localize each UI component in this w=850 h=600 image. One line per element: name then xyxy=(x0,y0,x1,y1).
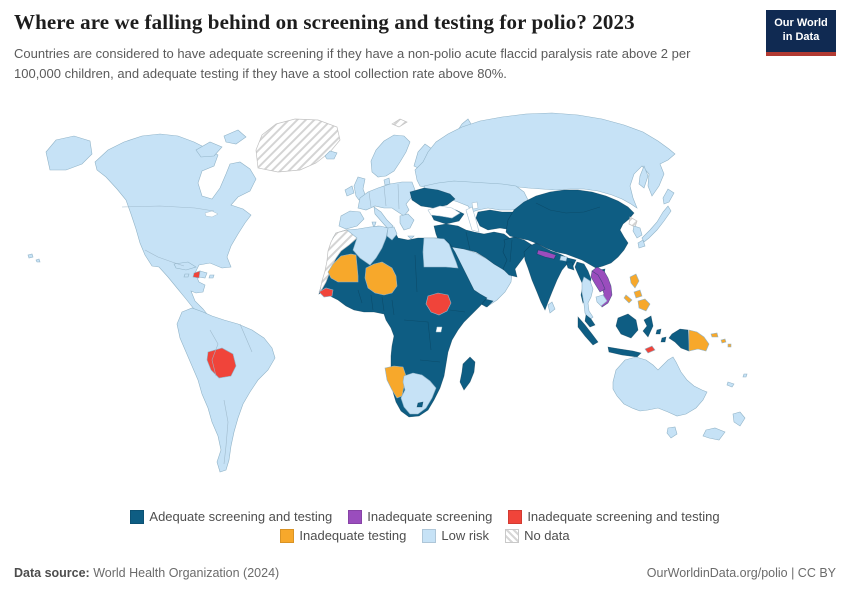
region-thailand[interactable] xyxy=(581,276,594,321)
region-lesotho[interactable] xyxy=(416,401,424,408)
legend-item-inadequate-screening[interactable]: Inadequate screening xyxy=(348,509,492,524)
region-dominican-republic[interactable] xyxy=(198,270,208,279)
chart-header: Where are we falling behind on screening… xyxy=(14,10,836,83)
region-iceland[interactable] xyxy=(324,150,338,160)
region-south-sudan[interactable] xyxy=(425,292,452,316)
region-japan[interactable] xyxy=(637,188,675,249)
region-philippines[interactable] xyxy=(623,273,651,312)
legend-label: No data xyxy=(524,528,570,543)
legend-item-inadequate-both[interactable]: Inadequate screening and testing xyxy=(508,509,720,524)
chart-footer: Data source: World Health Organization (… xyxy=(14,566,836,580)
region-scandinavia[interactable] xyxy=(370,134,411,178)
data-source-value: World Health Organization (2024) xyxy=(89,566,280,580)
region-alaska[interactable] xyxy=(45,135,93,171)
owid-logo-line1: Our World xyxy=(774,17,828,30)
region-nepal[interactable] xyxy=(536,249,557,260)
owid-logo-line2: in Data xyxy=(782,31,820,43)
region-arctic-islands[interactable] xyxy=(195,129,247,158)
region-bhutan[interactable] xyxy=(559,255,568,262)
region-sulawesi[interactable] xyxy=(642,315,654,338)
region-australia[interactable] xyxy=(612,356,708,417)
legend-item-inadequate-testing[interactable]: Inadequate testing xyxy=(280,528,406,543)
region-new-caledonia[interactable] xyxy=(726,381,735,388)
inland-water xyxy=(204,201,480,333)
region-europe-mainland[interactable] xyxy=(357,181,416,217)
legend-swatch xyxy=(422,528,437,543)
legend-label: Inadequate screening and testing xyxy=(527,509,720,524)
credit-link[interactable]: OurWorldinData.org/polio | CC BY xyxy=(646,566,836,580)
legend-swatch xyxy=(130,509,145,524)
region-ireland[interactable] xyxy=(344,185,355,197)
legend-swatch xyxy=(505,528,520,543)
legend-item-adequate[interactable]: Adequate screening and testing xyxy=(130,509,332,524)
region-namibia[interactable] xyxy=(384,365,407,399)
legend-row: Inadequate testing Low risk No data xyxy=(280,528,570,543)
legend-label: Inadequate screening xyxy=(367,509,493,524)
region-cuba[interactable] xyxy=(173,261,197,271)
region-bangladesh[interactable] xyxy=(565,261,575,271)
internal-borders-dark xyxy=(357,202,601,363)
data-source: Data source: World Health Organization (… xyxy=(14,566,279,580)
region-greenland[interactable] xyxy=(255,118,341,173)
region-bolivia[interactable] xyxy=(206,347,237,379)
region-svalbard[interactable] xyxy=(391,118,408,128)
region-north-korea[interactable] xyxy=(628,216,638,228)
region-tunisia[interactable] xyxy=(386,226,398,241)
region-laos[interactable] xyxy=(590,270,606,293)
legend-row: Adequate screening and testing Inadequate… xyxy=(130,509,720,524)
region-egypt[interactable] xyxy=(422,237,459,269)
region-niger[interactable] xyxy=(364,261,398,296)
region-cambodia[interactable] xyxy=(595,294,608,307)
legend-swatch xyxy=(348,509,363,524)
region-puerto-rico[interactable] xyxy=(208,274,215,279)
internal-borders-light xyxy=(121,183,400,465)
region-sumatra[interactable] xyxy=(577,316,599,346)
region-malaysia[interactable] xyxy=(584,314,596,328)
region-mauritania[interactable] xyxy=(327,253,359,283)
region-gambia-guinea-bissau[interactable] xyxy=(318,287,334,298)
region-botswana-south-africa[interactable] xyxy=(400,372,437,415)
region-ukraine[interactable] xyxy=(409,187,456,209)
region-new-zealand[interactable] xyxy=(702,411,746,441)
region-jamaica[interactable] xyxy=(183,273,190,278)
legend-item-low-risk[interactable]: Low risk xyxy=(422,528,489,543)
legend-label: Inadequate testing xyxy=(299,528,407,543)
map-legend: Adequate screening and testing Inadequate… xyxy=(0,509,850,543)
region-iberia[interactable] xyxy=(338,210,365,230)
region-timor-leste[interactable] xyxy=(644,345,656,354)
legend-item-no-data[interactable]: No data xyxy=(505,528,570,543)
region-fiji[interactable] xyxy=(742,373,748,378)
region-hawaii[interactable] xyxy=(27,253,41,263)
region-solomon-islands[interactable] xyxy=(710,332,732,348)
data-source-label: Data source: xyxy=(14,566,90,580)
page-title: Where are we falling behind on screening… xyxy=(14,10,635,34)
legend-swatch xyxy=(280,528,295,543)
region-denmark[interactable] xyxy=(383,177,391,186)
legend-label: Low risk xyxy=(441,528,490,543)
region-north-america[interactable] xyxy=(94,133,257,318)
chart-subtitle: Countries are considered to have adequat… xyxy=(14,46,691,81)
legend-swatch xyxy=(508,509,523,524)
region-sri-lanka[interactable] xyxy=(547,301,556,314)
region-madagascar[interactable] xyxy=(459,356,476,391)
region-afghanistan-pakistan[interactable] xyxy=(502,236,533,278)
region-south-korea[interactable] xyxy=(632,225,643,239)
region-tasmania[interactable] xyxy=(666,426,678,439)
region-balkans-greece[interactable] xyxy=(399,213,415,240)
region-java[interactable] xyxy=(607,346,642,358)
region-haiti[interactable] xyxy=(192,270,201,279)
owid-logo[interactable]: Our World in Data xyxy=(766,10,836,56)
region-china-mongolia[interactable] xyxy=(505,189,635,269)
legend-label: Adequate screening and testing xyxy=(149,509,333,524)
region-new-guinea-west[interactable] xyxy=(668,328,690,352)
region-algeria[interactable] xyxy=(346,225,389,266)
region-moluccas[interactable] xyxy=(655,328,667,343)
region-papua-new-guinea[interactable] xyxy=(688,329,710,352)
region-borneo[interactable] xyxy=(615,313,639,339)
region-sakhalin[interactable] xyxy=(638,165,649,189)
